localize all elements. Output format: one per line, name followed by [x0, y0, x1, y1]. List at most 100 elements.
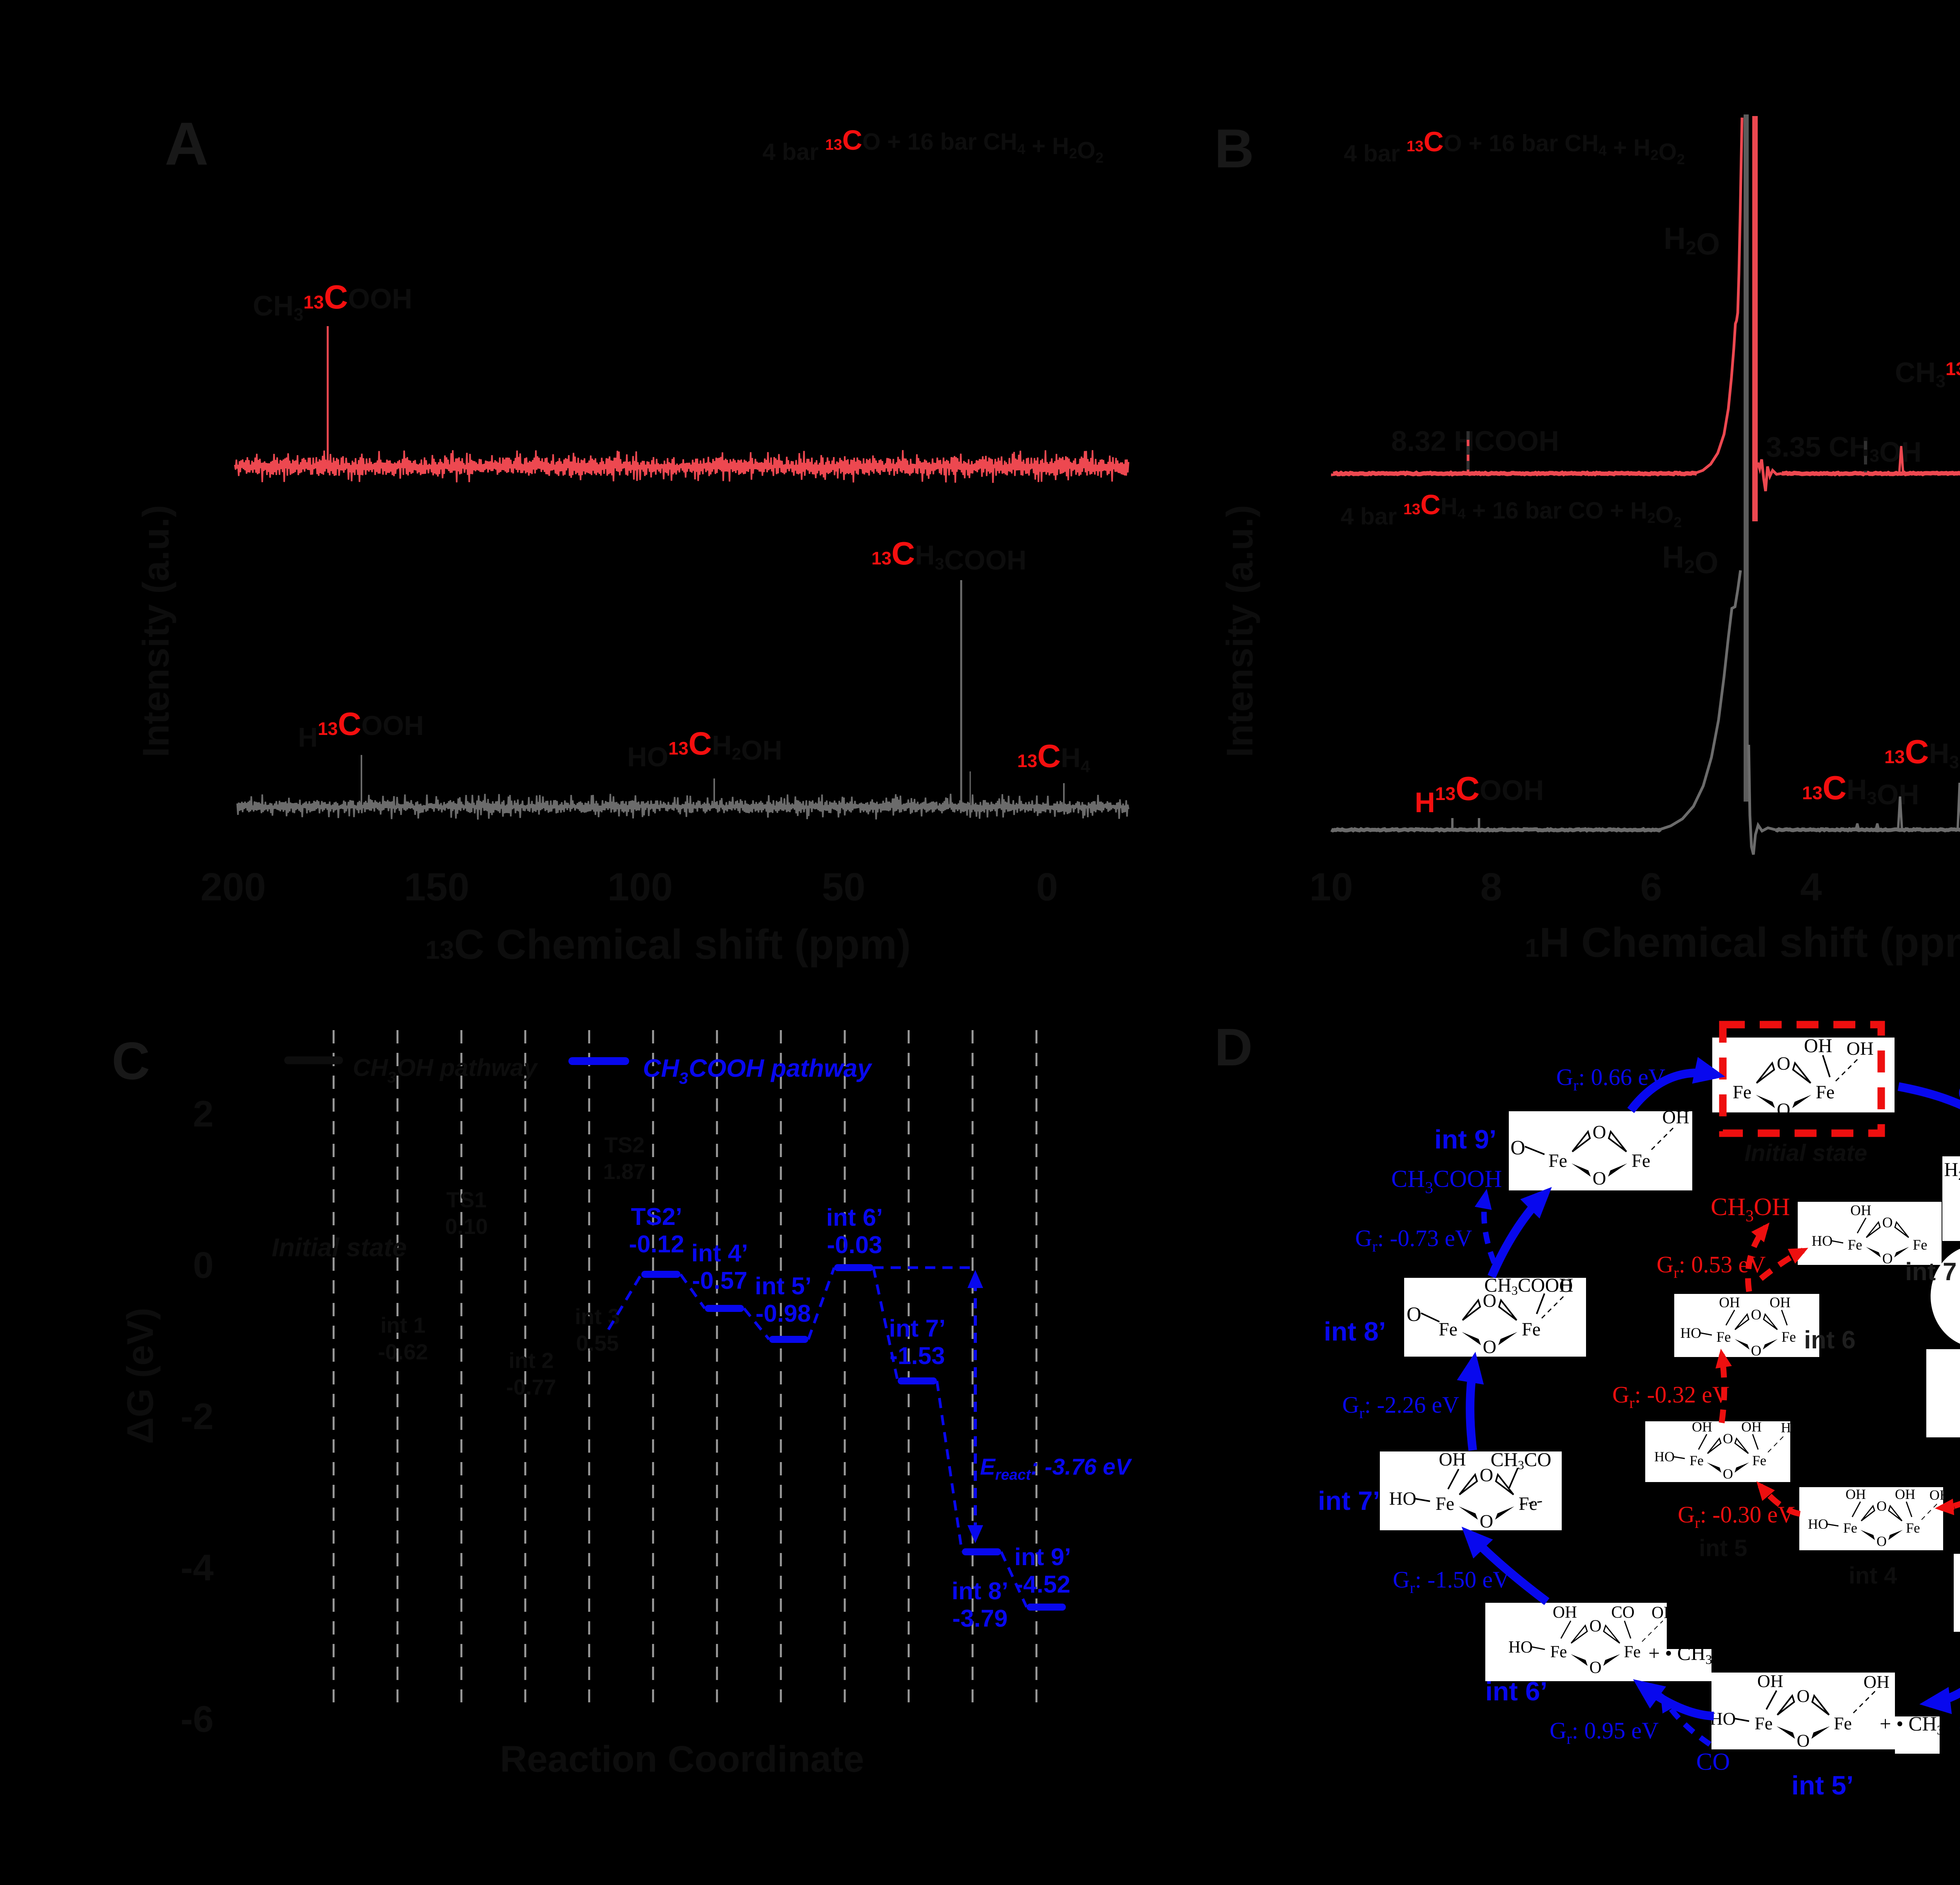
svg-text:int 6’: int 6’	[1485, 1676, 1548, 1706]
svg-text:TS2’: TS2’	[631, 1203, 682, 1230]
svg-text:int 8’: int 8’	[952, 1578, 1009, 1605]
svg-text:-0.62: -0.62	[378, 1339, 428, 1364]
svg-text:1H Chemical shift (ppm): 1H Chemical shift (ppm)	[1525, 919, 1960, 966]
svg-text:HO: HO	[1710, 1709, 1736, 1729]
svg-text:OH: OH	[1929, 1487, 1950, 1503]
svg-text:3: 3	[387, 1069, 396, 1086]
svg-text:Fe: Fe	[1782, 1329, 1796, 1345]
svg-text:Fe: Fe	[1834, 1713, 1852, 1733]
svg-text:-6: -6	[181, 1698, 214, 1740]
svg-text:4 bar 13CO + 16 bar CH4 + H2O2: 4 bar 13CO + 16 bar CH4 + H2O2	[762, 125, 1103, 166]
svg-text:int 5’: int 5’	[1791, 1771, 1854, 1800]
svg-text:Fe: Fe	[1624, 1643, 1641, 1661]
svg-text:O: O	[1483, 1337, 1497, 1357]
svg-text:8.32 HCOOH: 8.32 HCOOH	[1391, 426, 1559, 457]
svg-text:O: O	[1593, 1122, 1606, 1143]
svg-text:H13COOH: H13COOH	[1415, 770, 1544, 818]
svg-text:O: O	[1589, 1617, 1601, 1635]
svg-text:3.35 CH3OH: 3.35 CH3OH	[1766, 432, 1922, 468]
svg-text:50: 50	[822, 865, 865, 909]
svg-text:Fe: Fe	[1522, 1319, 1541, 1340]
svg-text:C: C	[112, 1031, 150, 1090]
svg-text:Intensity (a.u.): Intensity (a.u.)	[1219, 505, 1261, 757]
svg-text:OH: OH	[1895, 1486, 1915, 1502]
svg-text:-0.57: -0.57	[692, 1267, 747, 1294]
svg-text:-3.79: -3.79	[952, 1605, 1007, 1632]
svg-text:8: 8	[1480, 865, 1502, 909]
svg-text:O: O	[1480, 1465, 1494, 1486]
svg-text:200: 200	[201, 865, 266, 909]
svg-text:Gr: -0.62 eV: Gr: -0.62 eV	[1958, 1080, 1960, 1110]
svg-text:int 6’: int 6’	[826, 1204, 883, 1231]
svg-text:-4.52: -4.52	[1015, 1571, 1070, 1598]
svg-text:Fe: Fe	[1548, 1150, 1567, 1171]
svg-text:int 7’: int 7’	[1318, 1486, 1380, 1516]
svg-text:-2: -2	[181, 1396, 214, 1437]
svg-text:CO: CO	[1696, 1749, 1730, 1775]
svg-text:HO13CH2OH: HO13CH2OH	[627, 725, 782, 772]
svg-text:Gr: 0.95 eV: Gr: 0.95 eV	[1550, 1718, 1659, 1747]
svg-text:int 2: int 2	[508, 1348, 554, 1373]
svg-text:O: O	[1593, 1168, 1606, 1189]
svg-text:HO: HO	[1812, 1233, 1833, 1249]
svg-text:CH313COOH: CH313COOH	[253, 279, 412, 325]
svg-text:OH: OH	[1846, 1038, 1873, 1059]
svg-text:O: O	[1483, 1290, 1497, 1311]
svg-text:Fe: Fe	[1755, 1713, 1773, 1733]
svg-text:100: 100	[608, 865, 673, 909]
svg-text:-0.03: -0.03	[827, 1232, 882, 1259]
svg-text:HO: HO	[1389, 1488, 1416, 1509]
svg-text:TS2: TS2	[604, 1132, 645, 1157]
svg-text:O: O	[1877, 1533, 1887, 1549]
svg-text:O: O	[1797, 1731, 1809, 1751]
svg-text:B: B	[1214, 118, 1254, 179]
svg-text:O: O	[1723, 1431, 1733, 1446]
svg-text:Fe: Fe	[1690, 1453, 1704, 1468]
svg-text:int 9’: int 9’	[1434, 1125, 1497, 1154]
svg-text:Fe: Fe	[1436, 1493, 1454, 1514]
svg-text:OH: OH	[1846, 1486, 1866, 1502]
svg-text:HO: HO	[1654, 1449, 1675, 1464]
svg-text:0.10: 0.10	[445, 1214, 488, 1239]
svg-text:O: O	[1751, 1343, 1762, 1359]
svg-text:O: O	[1510, 1137, 1525, 1159]
svg-text:OH: OH	[1662, 1107, 1689, 1128]
svg-text:Gr: -0.32 eV: Gr: -0.32 eV	[1612, 1382, 1729, 1411]
svg-text:4: 4	[1800, 865, 1822, 909]
svg-text:+ • CH3: + • CH3	[1648, 1642, 1712, 1667]
svg-text:HO: HO	[1508, 1638, 1533, 1656]
svg-text:Fe: Fe	[1733, 1082, 1751, 1103]
svg-text:Gr: -1.50 eV: Gr: -1.50 eV	[1393, 1567, 1510, 1597]
svg-text:OH: OH	[1439, 1449, 1466, 1470]
svg-text:H2O: H2O	[1662, 540, 1719, 580]
svg-text:CH3OH: CH3OH	[1711, 1193, 1790, 1225]
svg-text:13CH3COOH: 13CH3COOH	[1884, 733, 1960, 775]
svg-text:-0.77: -0.77	[506, 1375, 556, 1399]
svg-text:O: O	[1406, 1303, 1421, 1326]
svg-text:int 7’: int 7’	[889, 1315, 946, 1342]
svg-text:Fe: Fe	[1550, 1643, 1567, 1661]
svg-text:Fe: Fe	[1717, 1329, 1731, 1345]
svg-text:Fe: Fe	[1632, 1150, 1650, 1171]
svg-text:CH: CH	[353, 1054, 388, 1081]
svg-text:0: 0	[1036, 865, 1058, 909]
svg-text:OH: OH	[1769, 1295, 1790, 1311]
svg-text:H2O2: H2O2	[1944, 1158, 1960, 1183]
svg-text:OH: OH	[1719, 1295, 1740, 1311]
svg-text:13C Chemical shift (ppm): 13C Chemical shift (ppm)	[425, 921, 911, 968]
svg-text:0: 0	[193, 1245, 214, 1286]
svg-text:int 4: int 4	[1849, 1562, 1897, 1589]
svg-text:COOH pathway: COOH pathway	[689, 1054, 873, 1082]
svg-text:13CH3COOH: 13CH3COOH	[871, 535, 1027, 575]
svg-text:Reaction Coordinate: Reaction Coordinate	[500, 1738, 864, 1780]
svg-text:int 6: int 6	[1804, 1326, 1856, 1354]
svg-text:O: O	[1877, 1498, 1887, 1514]
svg-text:Fe: Fe	[1439, 1319, 1457, 1340]
svg-text:13CH4: 13CH4	[1017, 738, 1090, 776]
svg-text:int 5: int 5	[1699, 1535, 1747, 1561]
svg-text:int 4’: int 4’	[691, 1240, 748, 1267]
svg-text:O: O	[1480, 1511, 1494, 1532]
svg-text:OH: OH	[1651, 1604, 1676, 1622]
svg-text:2: 2	[193, 1093, 214, 1135]
svg-text:Fe: Fe	[1913, 1237, 1927, 1253]
